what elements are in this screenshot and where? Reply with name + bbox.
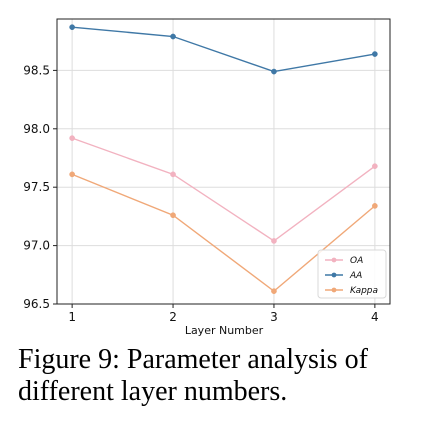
legend-marker-oa	[331, 257, 337, 263]
data-point-kappa	[69, 171, 75, 178]
data-point-oa	[170, 171, 176, 178]
data-point-aa	[372, 51, 378, 57]
data-point-aa	[271, 68, 277, 75]
data-point-oa	[69, 135, 75, 141]
series-line-aa	[72, 26, 375, 73]
legend-label-kappa: Kappa	[350, 286, 378, 296]
y-tick-label: 97.0	[23, 239, 50, 253]
series-line-oa	[71, 137, 376, 242]
x-tick-label: 2	[169, 310, 177, 324]
x-tick-label: 1	[68, 310, 76, 324]
legend-label-oa: OA	[350, 256, 363, 266]
legend: OA AA Kappa	[317, 249, 387, 299]
y-tick-label: 96.5	[23, 297, 50, 311]
data-point-oa	[372, 163, 378, 170]
legend-label-aa: AA	[349, 271, 362, 281]
line-chart: 1 2 3 4 96.5 97.0 97.5 98.0 98.5 OA AA Kappa Layer…	[23, 18, 391, 337]
y-tick-label: 98.0	[23, 122, 50, 136]
series-line-kappa	[71, 173, 376, 293]
data-point-aa	[170, 33, 176, 40]
x-axis-label: Layer Number	[185, 324, 264, 337]
y-tick-label: 98.5	[23, 63, 50, 77]
x-tick-label: 3	[270, 310, 278, 324]
data-point-kappa	[372, 203, 378, 209]
data-point-aa	[69, 24, 75, 31]
figure-caption: Figure 9: Parameter analysis of differen…	[18, 344, 368, 407]
legend-marker-aa	[331, 272, 337, 278]
series-lines	[69, 24, 378, 295]
data-point-oa	[271, 238, 277, 244]
plot-area-frame	[56, 18, 391, 305]
x-tick-label: 4	[371, 310, 379, 324]
data-point-kappa	[271, 288, 277, 295]
y-tick-label: 97.5	[23, 180, 50, 194]
data-point-kappa	[170, 212, 176, 219]
legend-marker-kappa	[331, 287, 337, 293]
axes: 1 2 3 4 96.5 97.0 97.5 98.0 98.5	[23, 63, 378, 324]
